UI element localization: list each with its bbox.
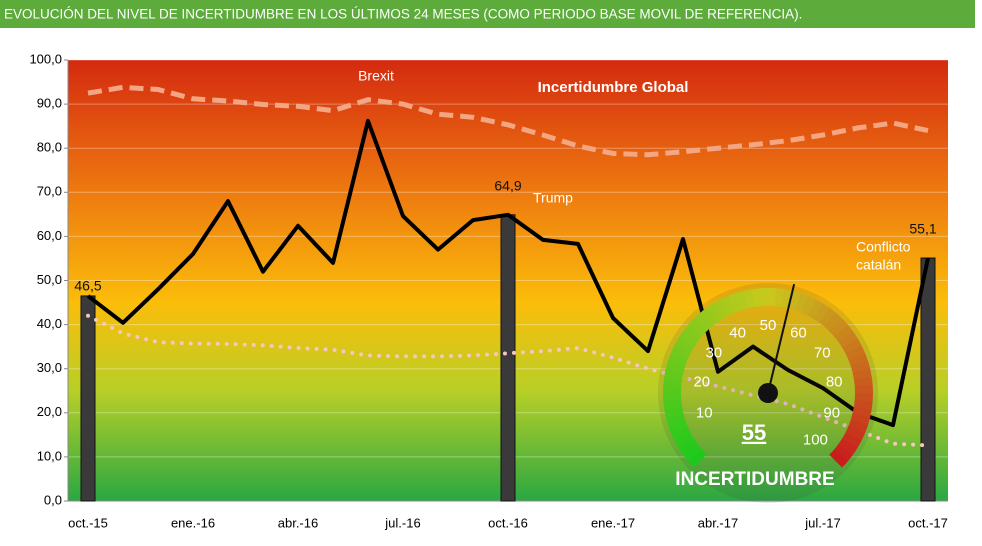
gauge-tick-label: 100: [803, 431, 828, 448]
gauge-arc: [841, 449, 846, 455]
gauge-arc: [686, 443, 690, 450]
gauge-arc: [712, 311, 719, 315]
gauge-arc: [677, 422, 680, 429]
y-tick-label: 90,0: [37, 96, 62, 111]
gauge-arc: [776, 297, 784, 298]
gauge-arc: [738, 300, 746, 302]
chart-title: EVOLUCIÓN DEL NIVEL DE INCERTIDUMBRE EN …: [4, 7, 802, 22]
gauge-arc: [682, 343, 686, 350]
gauge-arc: [818, 311, 825, 315]
gauge-arc: [673, 408, 675, 416]
gauge-label: INCERTIDUMBRE: [675, 469, 834, 490]
y-tick-label: 20,0: [37, 404, 62, 419]
bar: [81, 296, 95, 501]
gauge-arc: [836, 455, 841, 461]
gauge-arc: [863, 401, 864, 409]
data-label: 46,5: [74, 278, 101, 294]
gauge-tick-label: 20: [693, 373, 710, 390]
x-tick-label: oct.-17: [908, 515, 948, 530]
gauge-arc: [863, 378, 864, 386]
gauge-tick-label: 50: [760, 317, 777, 334]
gauge-tick-label: 80: [826, 373, 843, 390]
gauge-arc: [861, 371, 863, 379]
y-tick-label: 80,0: [37, 140, 62, 155]
x-tick-label: ene.-17: [591, 515, 635, 530]
gauge-tick-label: 70: [814, 345, 831, 362]
gauge-arc: [841, 331, 846, 337]
gauge-arc: [824, 315, 830, 320]
gauge-value: 55: [742, 420, 766, 445]
y-tick-label: 10,0: [37, 448, 62, 463]
gauge-arc: [845, 443, 849, 450]
annotation: Brexit: [358, 68, 394, 84]
gauge-arc: [695, 455, 700, 461]
data-label: 55,1: [909, 221, 936, 237]
y-tick-label: 0,0: [44, 492, 62, 507]
gauge-arc: [673, 370, 675, 378]
gauge-arc: [724, 304, 731, 307]
y-tick-label: 70,0: [37, 184, 62, 199]
gauge-arc: [700, 320, 706, 325]
gauge-arc: [753, 297, 761, 298]
gauge-arc: [830, 320, 836, 325]
x-tick-label: oct.-16: [488, 515, 528, 530]
gauge-arc: [686, 336, 690, 343]
gauge-arc: [672, 378, 673, 386]
gauge-arc: [798, 302, 805, 305]
gauge-arc: [679, 349, 682, 356]
gauge-arc: [850, 437, 854, 444]
gauge-arc: [805, 304, 812, 307]
gauge-arc: [846, 337, 850, 344]
y-tick-label: 60,0: [37, 228, 62, 243]
gauge-tick-label: 10: [696, 405, 713, 422]
gauge-arc: [731, 302, 738, 305]
gauge-arc: [695, 325, 700, 331]
gauge-arc: [682, 436, 686, 443]
gauge-arc: [679, 429, 682, 436]
gauge-arc: [718, 307, 725, 311]
gauge-arc: [690, 330, 695, 336]
gauge-arc: [812, 307, 819, 311]
gauge-arc: [706, 315, 712, 320]
gauge-arc: [672, 400, 673, 408]
annotation: Trump: [533, 190, 573, 206]
gauge-arc: [746, 298, 754, 300]
gauge-arc: [690, 449, 695, 455]
x-tick-label: ene.-16: [171, 515, 215, 530]
data-label: 64,9: [494, 177, 521, 193]
gauge-hub: [758, 383, 778, 403]
y-tick-label: 50,0: [37, 272, 62, 287]
gauge-arc: [854, 349, 857, 356]
gauge-arc: [850, 343, 854, 350]
gauge-tick-label: 40: [729, 324, 746, 341]
x-tick-label: abr.-17: [698, 515, 738, 530]
x-tick-label: abr.-16: [278, 515, 318, 530]
gauge-arc: [857, 423, 860, 430]
gauge-tick-label: 60: [790, 324, 807, 341]
gauge-arc: [675, 363, 677, 371]
gauge-arc: [675, 415, 677, 423]
bar: [501, 215, 515, 501]
gauge-arc: [857, 356, 860, 363]
gauge-arc: [836, 325, 841, 331]
x-tick-label: oct.-15: [68, 515, 108, 530]
y-tick-label: 100,0: [29, 51, 62, 66]
annotation: Conflicto: [856, 239, 911, 255]
gauge-arc: [677, 356, 680, 363]
gauge-tick-label: 30: [705, 345, 722, 362]
bar: [921, 258, 935, 501]
gauge-arc: [859, 415, 861, 423]
annotation: catalán: [856, 257, 901, 273]
x-tick-label: jul.-16: [384, 515, 420, 530]
gauge-arc: [861, 408, 863, 416]
y-tick-label: 40,0: [37, 316, 62, 331]
gauge-arc: [859, 363, 861, 371]
subtitle: Incertidumbre Global: [538, 79, 689, 96]
gauge-arc: [853, 430, 856, 437]
y-tick-label: 30,0: [37, 360, 62, 375]
x-tick-label: jul.-17: [804, 515, 840, 530]
gauge-arc: [790, 300, 798, 302]
gauge-tick-label: 90: [823, 405, 840, 422]
